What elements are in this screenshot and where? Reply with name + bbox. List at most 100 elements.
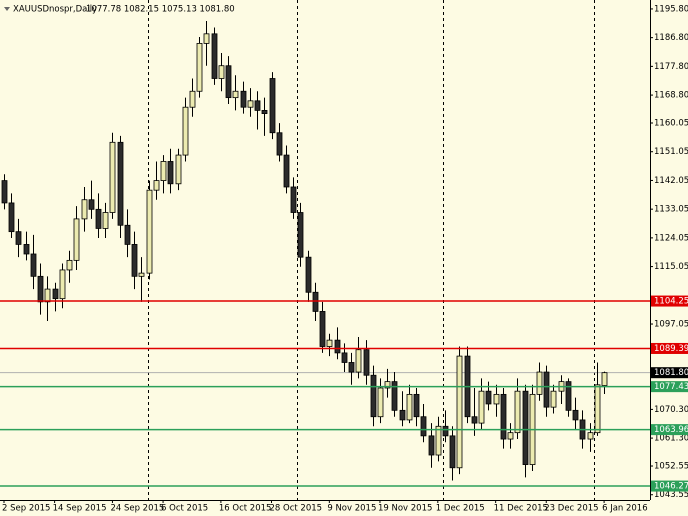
ohlc-text: 1077.78 1082.15 1075.13 1081.80	[86, 5, 235, 15]
candle-body	[384, 381, 391, 389]
candle-body	[326, 339, 333, 347]
candle-body	[500, 393, 507, 440]
y-tick-label: 1097.05	[654, 320, 688, 330]
candle-body	[59, 269, 66, 300]
candle-body	[493, 393, 500, 405]
candle-body	[456, 355, 463, 469]
candle-body	[276, 132, 283, 156]
y-tick-label: 1133.05	[654, 205, 688, 215]
candle-body	[572, 409, 579, 421]
y-tick-label: 1151.05	[654, 147, 688, 157]
candle-body	[370, 374, 377, 418]
candle-body	[189, 90, 196, 108]
candle-body	[543, 371, 550, 408]
x-tick-label: 6 Jan 2016	[602, 504, 648, 514]
period-separators	[148, 0, 595, 500]
candle-body	[175, 154, 182, 185]
candle-body	[182, 106, 189, 156]
candle-body	[449, 435, 456, 469]
candle-body	[15, 231, 22, 245]
candle-body	[594, 384, 601, 434]
y-tick-label: 1195.80	[654, 4, 688, 14]
y-tick-label: 1177.80	[654, 62, 688, 72]
candle-body	[167, 161, 174, 185]
candle-body	[471, 416, 478, 424]
header-icon	[4, 7, 10, 11]
candle-body	[8, 202, 15, 233]
candle-body	[536, 371, 543, 395]
x-tick-label: 28 Oct 2015	[270, 504, 323, 514]
candle-body	[319, 311, 326, 347]
candle-body	[406, 393, 413, 421]
candle-body	[442, 425, 449, 437]
candle-body	[514, 390, 521, 434]
candle-body	[348, 362, 355, 373]
current-price-box	[651, 367, 688, 379]
candle-body	[211, 33, 218, 79]
candle-body	[52, 288, 59, 300]
x-tick-label: 16 Oct 2015	[219, 504, 272, 514]
candle-body	[225, 65, 232, 99]
candle-body	[290, 186, 297, 213]
x-tick-label: 9 Nov 2015	[327, 504, 376, 514]
x-tick-label: 11 Dec 2015	[494, 504, 548, 514]
level-line-label: 1077.43	[654, 382, 688, 392]
y-tick-label: 1052.55	[654, 462, 688, 472]
candle-body	[305, 256, 312, 293]
candle-body	[355, 349, 362, 373]
candle-body	[312, 291, 319, 312]
y-tick-label: 1070.30	[654, 405, 688, 415]
candle-body	[232, 90, 239, 99]
level-line-label-box	[651, 295, 688, 307]
level-line-label: 1089.39	[654, 344, 688, 354]
candle-body	[124, 224, 131, 245]
candle-body	[196, 42, 203, 92]
candle-body	[117, 141, 124, 226]
candle-body	[601, 372, 608, 386]
level-line-label-box	[651, 342, 688, 354]
candle-body	[153, 180, 160, 191]
candle-body	[203, 33, 210, 44]
level-line-label: 1046.27	[654, 482, 688, 492]
candle-body	[261, 110, 268, 114]
candle-body	[240, 90, 247, 108]
candle-body	[334, 339, 341, 354]
candle-body	[363, 349, 370, 376]
candle-body	[66, 259, 73, 271]
candle-body	[507, 432, 514, 440]
x-tick-label: 6 Oct 2015	[161, 504, 208, 514]
x-tick-label: 1 Dec 2015	[436, 504, 485, 514]
candle-body	[550, 390, 557, 408]
chart-title: XAUUSDnospr,Daily	[13, 5, 97, 15]
candle-body	[377, 387, 384, 418]
level-line-label: 1104.25	[654, 297, 688, 307]
y-tick-label: 1115.05	[654, 262, 688, 272]
y-tick-label: 1124.05	[654, 233, 688, 243]
candle-body	[485, 390, 492, 405]
candle-body	[30, 253, 37, 277]
candle-body	[109, 141, 116, 213]
candle-body	[160, 161, 167, 181]
level-line-label-box	[651, 381, 688, 393]
candle-body	[478, 390, 485, 424]
x-tick-label: 19 Nov 2015	[378, 504, 432, 514]
x-tick-label: 24 Sep 2015	[110, 504, 164, 514]
y-tick-label: 1061.30	[654, 434, 688, 444]
current-price-label: 1081.80	[654, 368, 688, 378]
candle-body	[341, 352, 348, 363]
x-tick-label: 14 Sep 2015	[53, 504, 107, 514]
candle-body	[399, 409, 406, 421]
y-tick-label: 1043.55	[654, 490, 688, 500]
y-tick-label: 1160.05	[654, 119, 688, 129]
level-line-label: 1063.96	[654, 425, 688, 435]
candle-body	[131, 244, 138, 277]
candle-body	[23, 244, 30, 255]
candle-body	[95, 208, 102, 229]
candle-body	[88, 199, 95, 210]
candle-body	[1, 180, 8, 204]
candle-body	[146, 189, 153, 274]
y-tick-label: 1186.80	[654, 33, 688, 43]
candle-body	[73, 218, 80, 261]
